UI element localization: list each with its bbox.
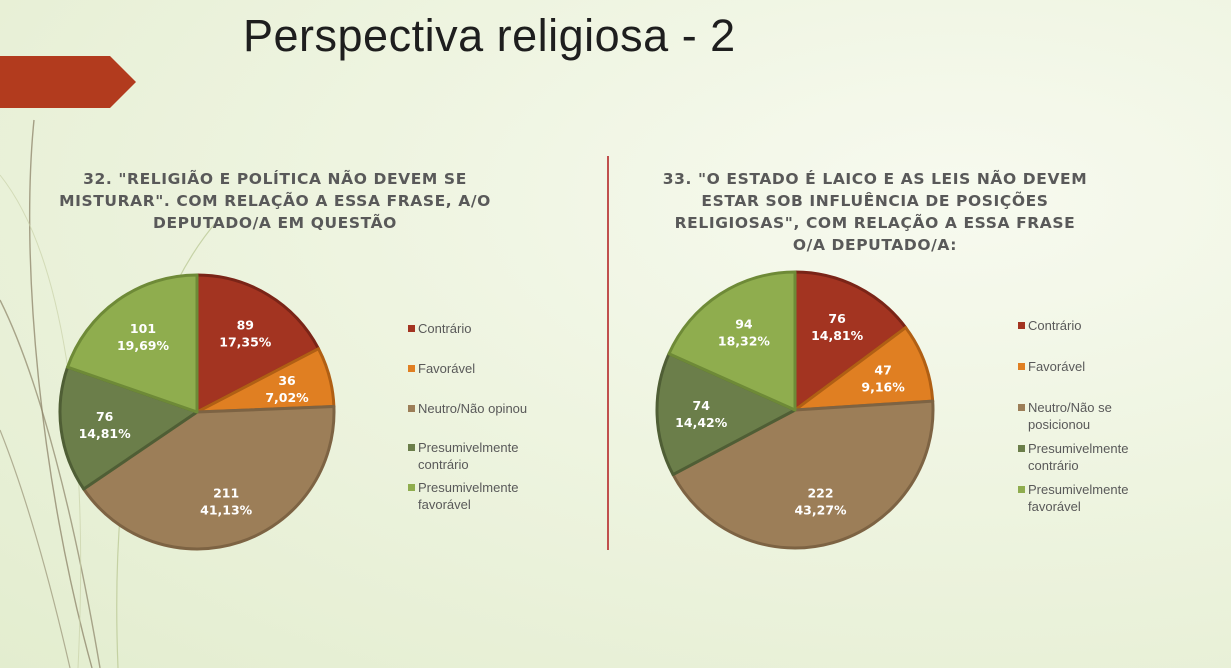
pie-2-value-label: 76 <box>828 311 846 326</box>
pie-2-slice-favoravel <box>793 326 935 412</box>
legend-2-item-neutro: Neutro/Não se posicionou <box>1018 399 1178 433</box>
pie-1-value-label: 101 <box>130 321 156 336</box>
pie-2-value-label: 94 <box>735 316 753 331</box>
chart-2-title-line: O/A DEPUTADO/A: <box>792 236 958 254</box>
pie-2-percent-label: 14,42% <box>675 415 728 430</box>
legend-label: Favorável <box>1028 358 1085 375</box>
pie-1-percent-label: 19,69% <box>117 338 170 353</box>
pie-2-slice-presumivelmente-favoravel <box>667 270 797 412</box>
chart-2-title-line: 33. "O ESTADO É LAICO E AS LEIS NÃO DEVE… <box>662 170 1088 188</box>
pie-1-slice-presumivelmente-contrario <box>58 365 199 491</box>
chart-1-title-line: DEPUTADO/A EM QUESTÃO <box>153 214 397 232</box>
pie-2-percent-label: 9,16% <box>861 380 905 395</box>
legend-label-line: Presumivelmente <box>1028 441 1129 456</box>
legend-swatch <box>1018 486 1025 493</box>
legend-label-line: Contrário <box>418 321 472 336</box>
legend-label-line: posicionou <box>1028 417 1091 432</box>
legend-swatch <box>408 325 415 332</box>
chart-1-title-line: MISTURAR". COM RELAÇÃO A ESSA FRASE, A/O <box>59 192 491 210</box>
legend-1-item-neutro: Neutro/Não opinou <box>408 400 568 417</box>
pie-1-percent-label: 41,13% <box>200 502 253 517</box>
slide-title: Perspectiva religiosa - 2 <box>243 10 736 61</box>
legend-label-line: contrário <box>1028 458 1079 473</box>
pie-chart-2: 76 14,81% 47 9,16% 222 43,27% 74 14,42% 94 18,32% <box>655 270 935 550</box>
pie-1-slice-neutro <box>82 405 336 551</box>
chart-2-title-line: RELIGIOSAS", COM RELAÇÃO A ESSA FRASE <box>674 214 1076 232</box>
legend-2-item-presumivelmente-favoravel: Presumivelmente favorável <box>1018 481 1178 515</box>
pie-2-percent-label: 18,32% <box>718 333 771 348</box>
legend-label: Presumivelmente favorável <box>418 479 518 513</box>
pie-1-slice-presumivelmente-favoravel <box>66 273 199 414</box>
pie-1-percent-label: 17,35% <box>219 334 272 349</box>
column-divider <box>607 156 609 550</box>
legend-swatch <box>1018 363 1025 370</box>
legend-1-item-presumivelmente-contrario: Presumivelmente contrário <box>408 439 568 473</box>
legend-label-line: Neutro/Não opinou <box>418 401 528 416</box>
chart-1-title: 32. "RELIGIÃO E POLÍTICA NÃO DEVEM SE MI… <box>40 168 510 234</box>
legend-swatch <box>408 484 415 491</box>
legend-label-line: Presumivelmente <box>418 480 519 495</box>
legend-label-line: contrário <box>418 457 469 472</box>
pie-2-slice-presumivelmente-contrario <box>655 352 797 477</box>
legend-swatch <box>408 365 415 372</box>
legend-swatch <box>1018 404 1025 411</box>
legend-label-line: Presumivelmente <box>1028 482 1129 497</box>
pie-1-slice-contrario <box>195 273 320 414</box>
legend-label: Presumivelmente contrário <box>418 439 518 473</box>
pie-2-value-label: 47 <box>874 363 891 378</box>
legend-label: Presumivelmente favorável <box>1028 481 1128 515</box>
decorative-curve <box>0 174 82 668</box>
legend-swatch <box>408 444 415 451</box>
decorative-curve <box>28 119 93 668</box>
legend-2-item-favoravel: Favorável <box>1018 358 1178 375</box>
pie-chart-1: 89 17,35% 36 7,02% 211 41,13% 76 14,81% 101 19,69… <box>58 273 336 551</box>
pie-1-value-label: 211 <box>213 485 239 500</box>
decorative-curve <box>0 429 71 668</box>
legend-swatch <box>408 405 415 412</box>
legend-label: Contrário <box>1028 317 1081 334</box>
legend-label-line: favorável <box>418 497 471 512</box>
pie-1-value-label: 76 <box>96 409 114 424</box>
legend-2-item-presumivelmente-contrario: Presumivelmente contrário <box>1018 440 1178 474</box>
title-ribbon <box>0 56 136 108</box>
chart-2-title-line: ESTAR SOB INFLUÊNCIA DE POSIÇÕES <box>701 192 1049 210</box>
legend-1-item-favoravel: Favorável <box>408 360 568 377</box>
legend-swatch <box>1018 322 1025 329</box>
legend-label: Favorável <box>418 360 475 377</box>
legend-label: Neutro/Não opinou <box>418 400 527 417</box>
legend-label-line: Presumivelmente <box>418 440 519 455</box>
legend-label: Contrário <box>418 320 471 337</box>
chart-1-title-line: 32. "RELIGIÃO E POLÍTICA NÃO DEVEM SE <box>83 170 467 188</box>
legend-swatch <box>1018 445 1025 452</box>
pie-1-percent-label: 14,81% <box>79 426 132 441</box>
legend-label: Neutro/Não se posicionou <box>1028 399 1112 433</box>
legend-2-item-contrario: Contrário <box>1018 317 1178 334</box>
legend-label-line: Neutro/Não se <box>1028 400 1112 415</box>
legend-label-line: favorável <box>1028 499 1081 514</box>
legend-label-line: Contrário <box>1028 318 1082 333</box>
pie-1-percent-label: 7,02% <box>265 390 309 405</box>
pie-2-value-label: 74 <box>693 398 711 413</box>
decorative-curve <box>0 299 101 668</box>
chart-2-title: 33. "O ESTADO É LAICO E AS LEIS NÃO DEVE… <box>640 168 1110 256</box>
legend-label: Presumivelmente contrário <box>1028 440 1128 474</box>
legend-label-line: Favorável <box>1028 359 1086 374</box>
pie-2-percent-label: 14,81% <box>811 328 864 343</box>
legend-1-item-presumivelmente-favoravel: Presumivelmente favorável <box>408 479 568 513</box>
legend-label-line: Favorável <box>418 361 476 376</box>
pie-1-value-label: 36 <box>278 373 296 388</box>
pie-1-value-label: 89 <box>237 317 254 332</box>
pie-2-percent-label: 43,27% <box>794 502 847 517</box>
pie-2-slice-contrario <box>793 270 908 412</box>
pie-2-value-label: 222 <box>807 485 833 500</box>
pie-2-slice-neutro <box>671 399 935 550</box>
legend-1-item-contrario: Contrário <box>408 320 568 337</box>
